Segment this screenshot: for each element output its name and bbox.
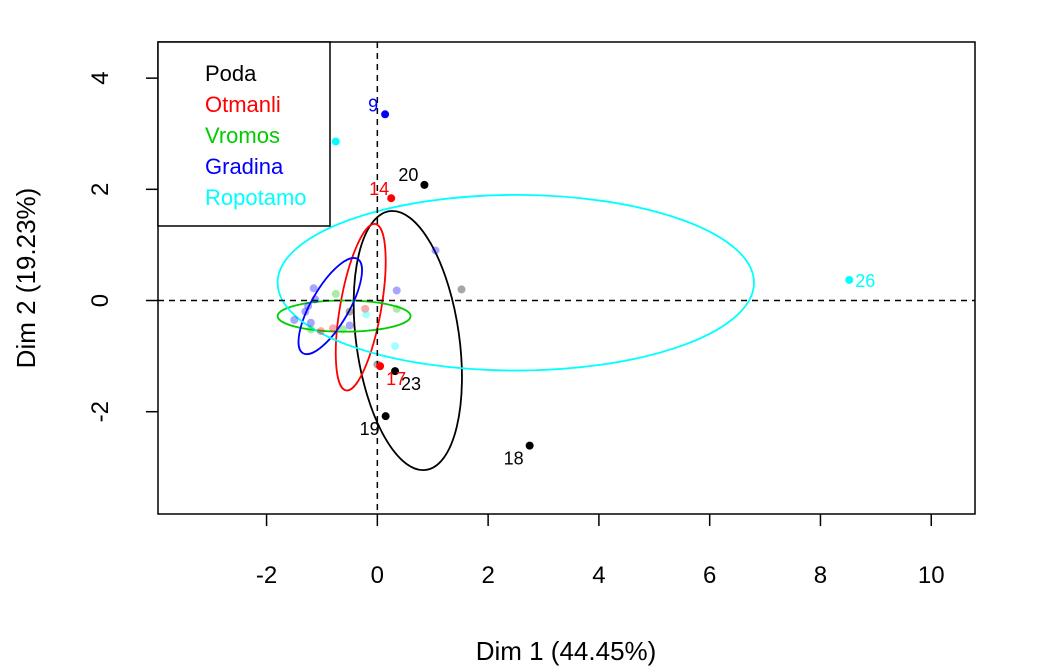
faint-point-poda [345,307,354,316]
faint-point-vromos [339,325,348,334]
point-label: 20 [398,165,418,185]
faint-point-poda [457,285,466,294]
x-tick-label: 2 [481,562,494,589]
ellipse-vromos [276,299,412,333]
y-axis-title: Dim 2 (19.23%) [11,188,41,369]
faint-point-gradina [392,286,401,295]
x-tick-label: 0 [371,562,384,589]
legend-entry-poda: Poda [205,61,257,86]
faint-point-gradina [304,302,313,311]
point-ropotamo [331,137,340,146]
faint-point-gradina [311,295,320,304]
point-label: 17 [386,369,406,389]
point-label: 23 [401,374,421,394]
ellipse-gradina [297,257,363,356]
ellipse-ropotamo [276,193,755,372]
faint-point-ropotamo [391,342,400,351]
point-otmanli [387,194,396,203]
point-label: 26 [855,271,875,291]
faint-point-gradina [309,284,318,293]
faint-point-vromos [392,304,401,313]
point-poda [420,180,429,189]
x-tick-label: 8 [814,562,827,589]
faint-point-gradina [301,307,310,316]
faint-point-ropotamo [362,310,371,319]
point-label: 19 [360,419,380,439]
legend-entry-gradina: Gradina [205,154,284,179]
point-label: 14 [369,179,389,199]
y-tick-label: 0 [87,294,114,307]
legend-entry-ropotamo: Ropotamo [205,185,307,210]
y-tick-label: -2 [87,401,114,422]
ellipse-otmanli [334,222,387,392]
faint-point-gradina [431,246,440,255]
point-ropotamo [845,275,854,284]
x-tick-label: -2 [256,562,277,589]
point-poda [525,441,534,450]
legend-entry-vromos: Vromos [205,123,280,148]
point-poda [381,412,390,421]
faint-point-gradina [306,318,315,327]
x-axis-title: Dim 1 (44.45%) [476,636,657,666]
x-tick-label: 6 [703,562,716,589]
y-tick-label: 2 [87,183,114,196]
faint-point-gradina [290,315,299,324]
faint-point-vromos [331,289,340,298]
legend-entry-otmanli: Otmanli [205,92,281,117]
legend-box [157,41,331,227]
faint-point-otmanli [329,324,338,333]
faint-point-gradina [345,321,354,330]
plot-frame [157,41,976,515]
point-poda [391,367,400,376]
point-otmanli [376,362,385,371]
point-label: 18 [504,449,524,469]
y-tick-label: 4 [87,71,114,84]
point-gradina [381,110,390,119]
x-tick-label: 10 [918,562,945,589]
faint-point-vromos [306,325,315,334]
point-label: 9 [368,95,378,115]
faint-point-otmanli [316,327,325,336]
faint-point-otmanli [361,304,370,313]
x-tick-label: 4 [592,562,605,589]
